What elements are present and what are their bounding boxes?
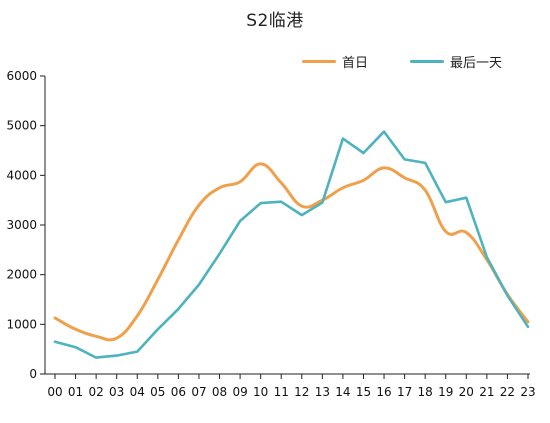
x-tick-label: 22: [500, 385, 515, 399]
x-tick-label: 15: [356, 385, 371, 399]
x-tick-label: 13: [315, 385, 330, 399]
x-tick-label: 04: [130, 385, 145, 399]
x-tick-label: 03: [109, 385, 124, 399]
x-tick-label: 14: [335, 385, 350, 399]
legend-item-series-2: 最后一天: [410, 52, 503, 71]
chart-title: S2临港: [246, 11, 304, 31]
x-tick-label: 23: [520, 385, 535, 399]
y-tick-label: 0: [29, 367, 37, 381]
x-tick-label: 07: [191, 385, 206, 399]
x-tick-label: 19: [438, 385, 453, 399]
x-tick-label: 10: [253, 385, 268, 399]
legend-label-series-1: 首日: [342, 55, 369, 71]
y-tick-label: 2000: [6, 268, 37, 282]
x-tick-label: 17: [397, 385, 412, 399]
x-tick-label: 16: [376, 385, 391, 399]
y-tick-label: 1000: [6, 317, 37, 331]
x-tick-label: 18: [418, 385, 433, 399]
x-tick-label: 00: [47, 385, 62, 399]
y-tick-label: 6000: [6, 69, 37, 83]
x-tick-label: 12: [294, 385, 309, 399]
y-tick-label: 3000: [6, 218, 37, 232]
x-tick-label: 02: [88, 385, 103, 399]
x-tick-label: 21: [479, 385, 494, 399]
legend-label-series-2: 最后一天: [450, 55, 503, 71]
legend-item-series-1: 首日: [302, 52, 369, 71]
x-tick-label: 20: [459, 385, 474, 399]
y-tick-label: 5000: [6, 119, 37, 133]
x-tick-label: 11: [274, 385, 289, 399]
legend-swatch-series-1: [302, 59, 336, 63]
x-tick-label: 06: [171, 385, 186, 399]
series-line-2: [53, 130, 530, 359]
y-tick-label: 4000: [6, 168, 37, 182]
x-tick-label: 08: [212, 385, 227, 399]
x-tick-label: 01: [68, 385, 83, 399]
series-line-1: [53, 162, 530, 342]
x-tick-label: 09: [232, 385, 247, 399]
x-tick-label: 05: [150, 385, 165, 399]
legend-swatch-series-2: [410, 59, 444, 63]
